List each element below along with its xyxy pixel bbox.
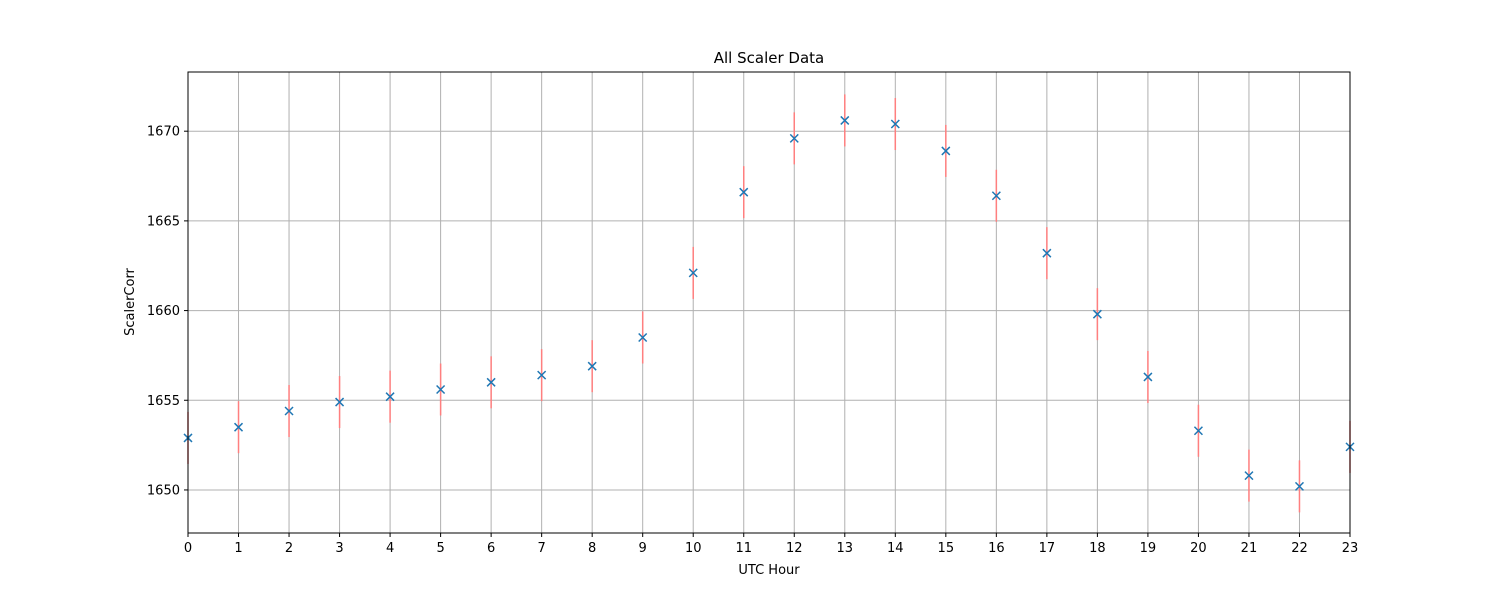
x-tick-label: 22 [1291,541,1308,556]
x-tick-label: 17 [1039,541,1056,556]
data-point [890,119,900,129]
x-tick-label: 5 [436,541,444,556]
x-tick-label: 9 [639,541,647,556]
data-point [284,406,294,416]
x-tick-label: 2 [285,541,293,556]
data-point [335,397,345,407]
y-tick-label: 1670 [147,125,180,140]
x-tick-label: 6 [487,541,495,556]
x-tick-label: 20 [1190,541,1207,556]
x-tick-label: 21 [1241,541,1258,556]
data-point [991,191,1001,201]
x-tick-label: 23 [1342,541,1359,556]
x-tick-label: 3 [335,541,343,556]
data-point [587,361,597,371]
data-point [537,370,547,380]
data-point [840,115,850,125]
x-tick-label: 7 [538,541,546,556]
data-point [1193,426,1203,436]
x-tick-label: 13 [837,541,854,556]
x-tick-label: 10 [685,541,702,556]
data-point [941,146,951,156]
y-tick-label: 1660 [147,304,180,319]
x-tick-label: 11 [735,541,752,556]
x-tick-label: 4 [386,541,394,556]
x-tick-label: 8 [588,541,596,556]
chart-title: All Scaler Data [714,49,824,67]
y-axis-label: ScalerCorr [123,267,138,335]
data-point [739,187,749,197]
data-point [688,268,698,278]
data-point [1294,481,1305,491]
data-point [1143,372,1153,382]
plot-frame [187,71,1351,534]
x-axis-label: UTC Hour [738,563,800,578]
y-tick-label: 1650 [147,483,180,498]
x-tick-label: 14 [887,541,904,556]
x-tick-label: 18 [1089,541,1106,556]
x-tick-label: 1 [234,541,242,556]
data-point [233,422,244,432]
data-point [638,332,648,343]
grid [187,72,1351,533]
data-point [436,384,446,395]
ticks: 0 1 2 3 4 5 6 7 8 9 10 11 12 13 14 15 16 17 18 19 20 21 22 2316… [147,125,1358,556]
x-tick-label: 12 [786,541,803,556]
y-tick-label: 1655 [147,394,180,409]
x-tick-label: 16 [988,541,1005,556]
data-layer [183,94,1355,513]
data-point [385,392,395,402]
data-point [789,133,799,143]
data-point [1092,309,1102,319]
x-tick-label: 19 [1140,541,1157,556]
data-point [1244,471,1254,481]
y-tick-label: 1665 [147,214,180,229]
data-point [486,377,496,387]
data-point [1042,248,1052,258]
x-tick-label: 15 [938,541,955,556]
x-tick-label: 0 [184,541,192,556]
